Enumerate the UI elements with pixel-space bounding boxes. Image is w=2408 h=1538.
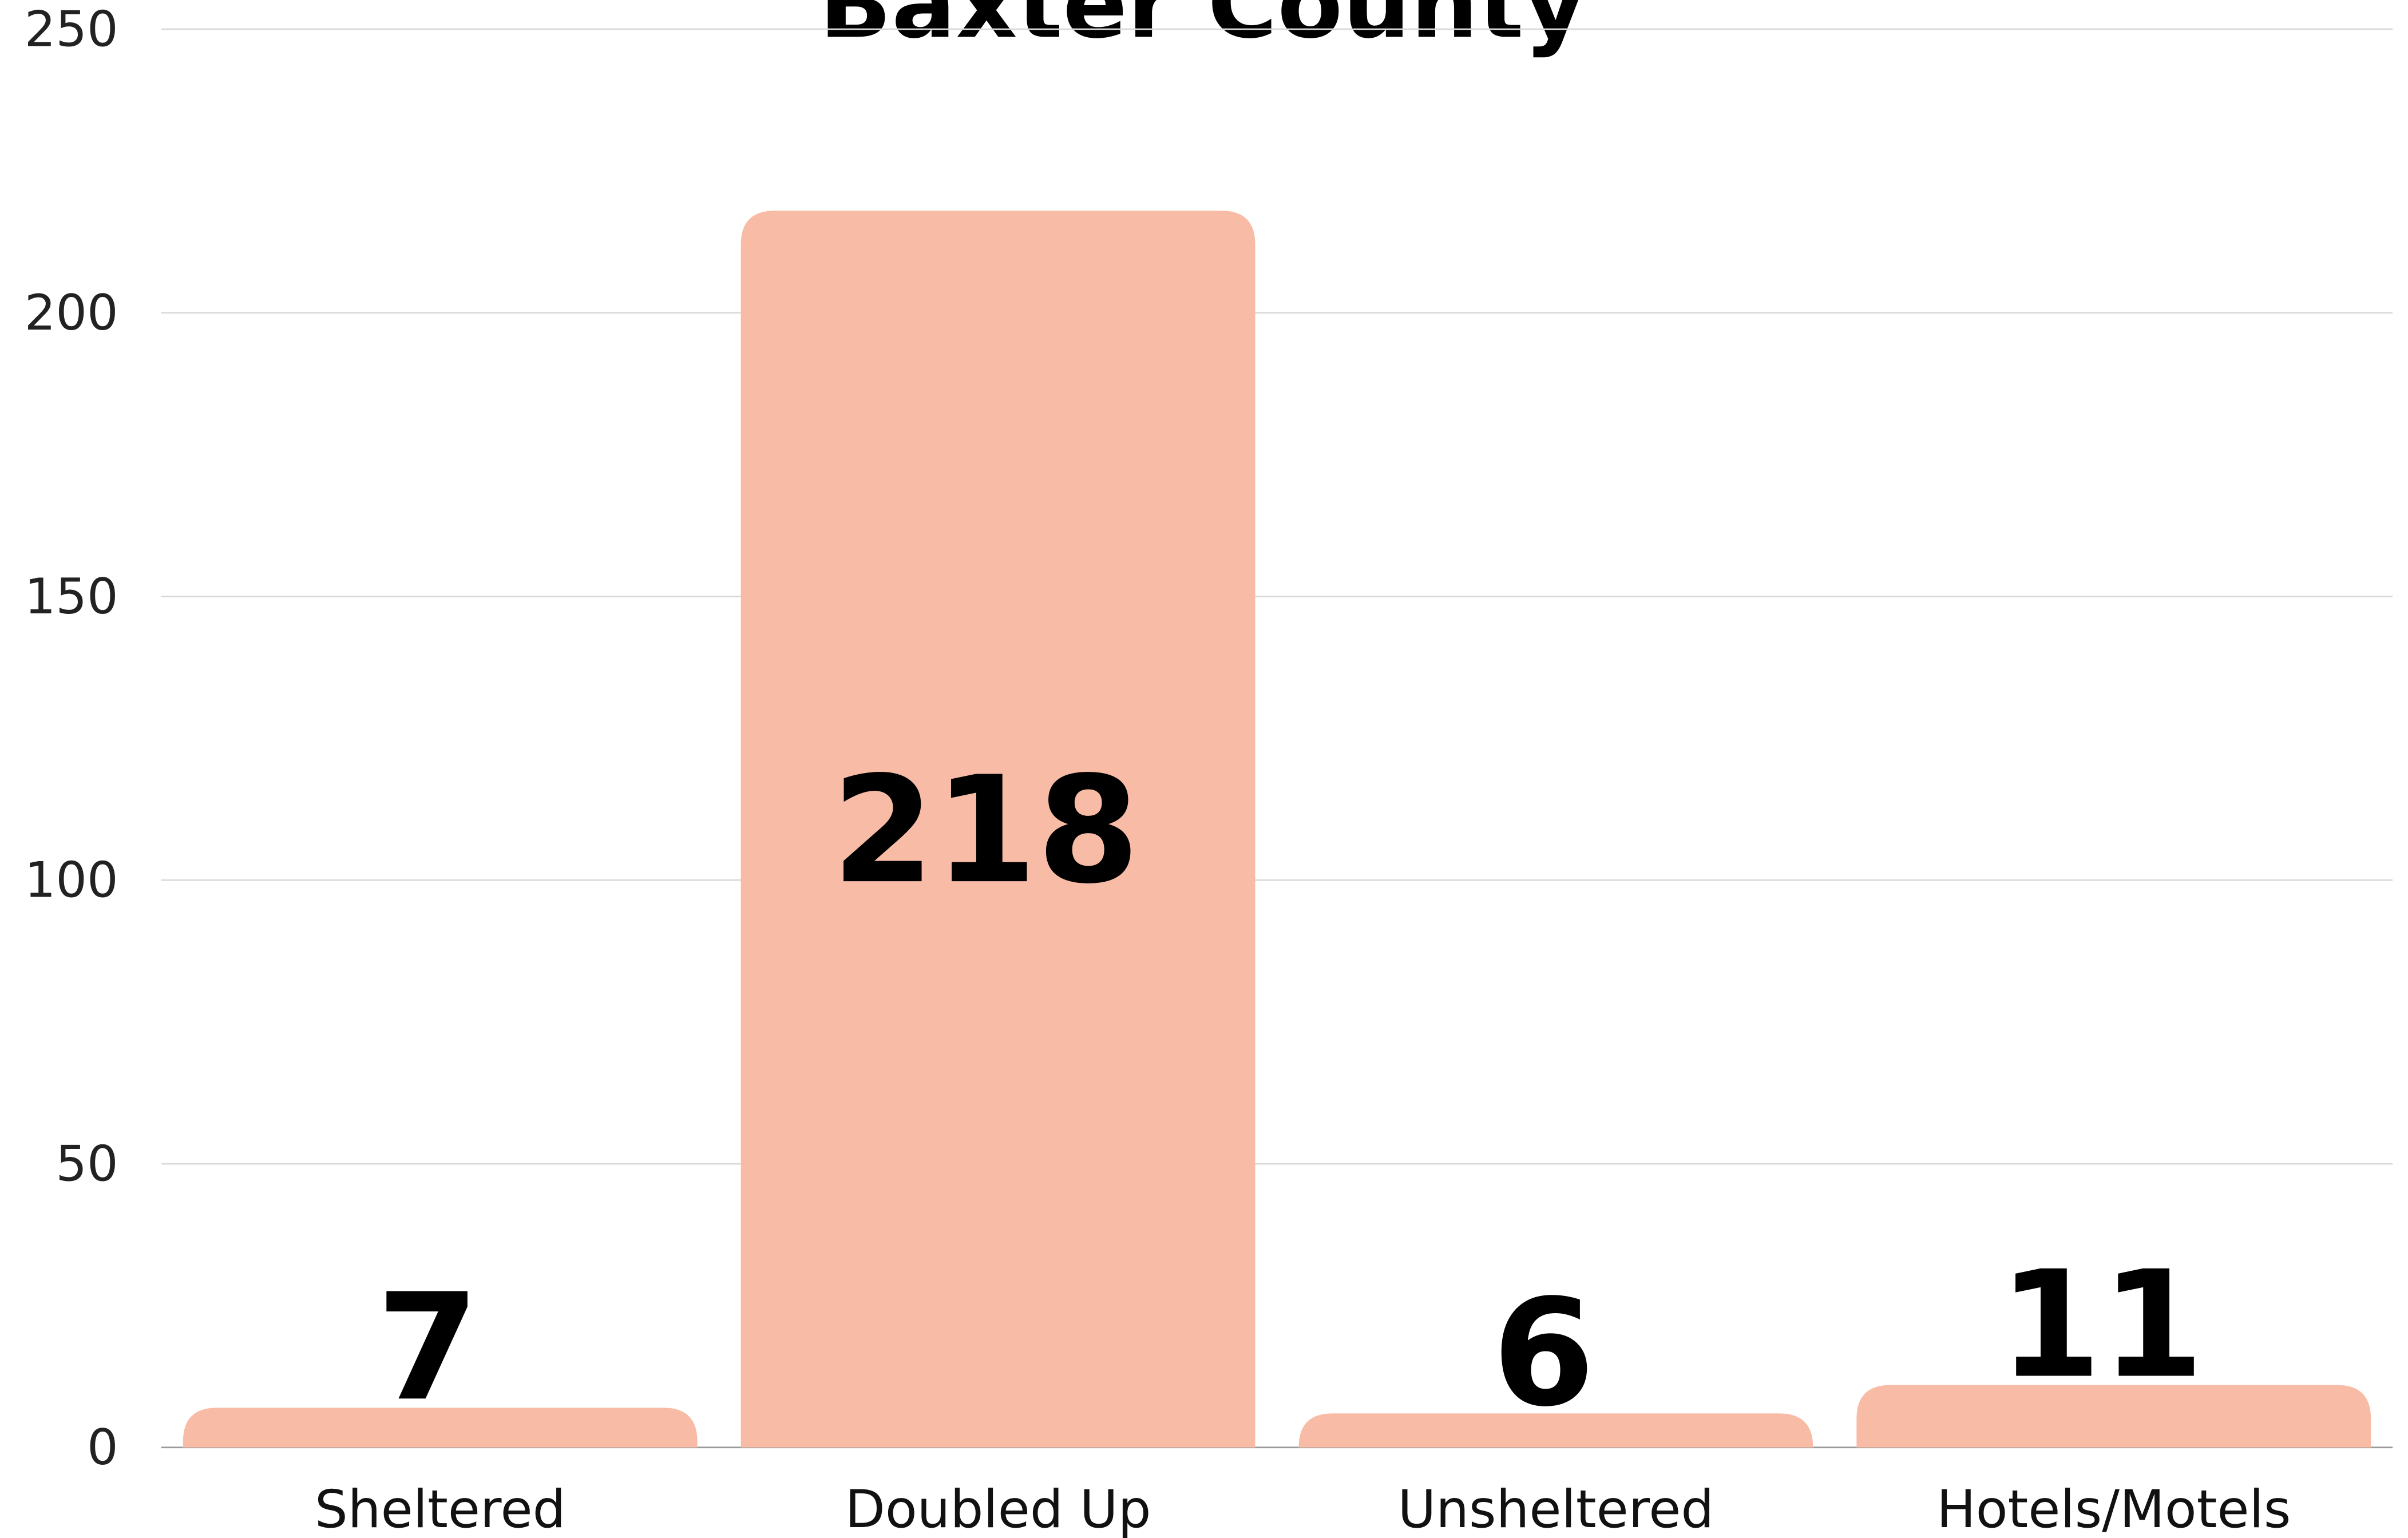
y-tick-label: 250 xyxy=(25,1,118,58)
y-tick-label: 100 xyxy=(25,852,118,909)
bar xyxy=(1856,1385,2371,1448)
value-label: 7 xyxy=(377,1262,479,1433)
value-label: 218 xyxy=(832,744,1140,916)
bar xyxy=(1298,1413,1813,1448)
bar xyxy=(183,1408,698,1448)
y-tick-label: 150 xyxy=(25,568,118,625)
y-tick-label: 0 xyxy=(87,1419,118,1476)
x-tick-label: Sheltered xyxy=(315,1478,566,1538)
x-tick-label: Hotels/Motels xyxy=(1936,1478,2291,1538)
y-tick-label: 50 xyxy=(56,1135,118,1192)
x-tick-label: Unsheltered xyxy=(1397,1478,1714,1538)
y-tick-label: 200 xyxy=(25,284,118,342)
value-label: 6 xyxy=(1492,1267,1595,1439)
value-label: 11 xyxy=(1999,1239,2204,1411)
x-tick-label: Doubled Up xyxy=(845,1478,1151,1538)
bar xyxy=(740,211,1256,1448)
